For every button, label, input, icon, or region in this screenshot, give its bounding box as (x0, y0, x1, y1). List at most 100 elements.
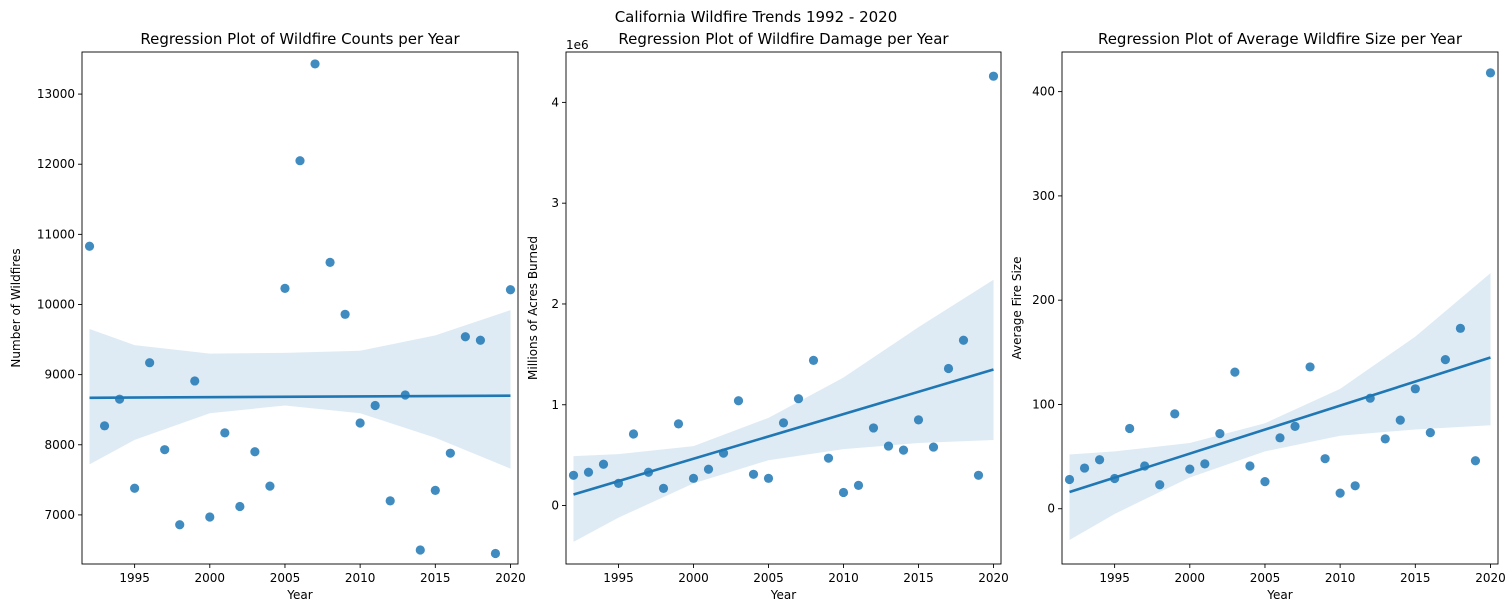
data-point (1320, 454, 1330, 464)
y-tick-label: 300 (1032, 189, 1055, 203)
x-tick-label: 2005 (270, 571, 301, 585)
axis-offset-label: 1e6 (566, 38, 589, 52)
data-point (1064, 474, 1075, 485)
data-point (280, 283, 290, 293)
data-point (913, 415, 924, 425)
data-point (883, 441, 894, 451)
y-tick-label: 13000 (37, 87, 75, 101)
data-point (748, 469, 759, 479)
data-point (145, 358, 155, 368)
data-point (1275, 433, 1285, 443)
y-tick-label: 8000 (44, 438, 75, 452)
x-tick-label: 2010 (828, 571, 859, 585)
data-point (355, 418, 365, 428)
data-point (1380, 434, 1390, 444)
data-point (114, 394, 125, 404)
data-point (583, 467, 594, 477)
data-point (898, 445, 909, 455)
data-point (763, 473, 774, 483)
y-tick-label: 2 (551, 297, 559, 311)
x-tick-label: 1995 (119, 571, 150, 585)
data-point (988, 71, 999, 81)
data-point (475, 335, 486, 345)
data-point (220, 428, 230, 438)
data-point (838, 487, 849, 498)
x-tick-label: 2020 (1475, 571, 1506, 585)
data-point (703, 464, 714, 474)
data-point (1425, 428, 1435, 438)
data-point (1335, 488, 1345, 498)
data-point (235, 501, 245, 512)
y-tick-label: 4 (551, 95, 559, 109)
data-point (490, 548, 501, 559)
x-tick-label: 2010 (345, 571, 376, 585)
data-point (1470, 456, 1481, 466)
axes-frame (1061, 51, 1499, 565)
x-tick-label: 2015 (420, 571, 451, 585)
data-point (1200, 459, 1210, 469)
data-point (1170, 409, 1180, 419)
data-point (445, 448, 455, 458)
data-point (688, 473, 699, 483)
data-point (370, 400, 380, 411)
panel-title: Regression Plot of Wildfire Counts per Y… (140, 30, 460, 48)
data-point (1185, 464, 1195, 474)
data-point (130, 483, 140, 493)
chart-panel-3: 1995 2000 2005 2010 2015 2020 0 100 200 300 400 Reg… (1010, 30, 1506, 602)
data-point (823, 453, 834, 463)
y-tick-label: 9000 (44, 368, 75, 382)
x-axis-label: Year (1266, 588, 1292, 602)
x-tick-label: 1995 (603, 571, 634, 585)
data-point (1230, 367, 1240, 377)
data-point (1350, 481, 1360, 491)
y-tick-label: 100 (1032, 397, 1055, 411)
panel-title: Regression Plot of Average Wildfire Size… (1098, 30, 1463, 48)
x-axis-label: Year (286, 588, 312, 602)
data-point (1290, 421, 1300, 431)
data-point (1260, 477, 1270, 487)
x-tick-label: 2000 (678, 571, 709, 585)
chart-panel-2: 1995 2000 2005 2010 2015 2020 0 1 2 3 4 Regression … (526, 30, 1009, 602)
confidence-band (573, 279, 994, 542)
x-tick-label: 2015 (903, 571, 934, 585)
data-point (1440, 355, 1450, 365)
data-point (928, 442, 939, 452)
chart-panel-1: 1995 2000 2005 2010 2015 2020 7000 8000 9000 1000… (9, 30, 526, 602)
data-point (1155, 480, 1165, 490)
data-point (943, 363, 954, 374)
regression-line (89, 394, 511, 400)
data-point (808, 355, 819, 366)
data-point (1485, 68, 1496, 78)
data-point (853, 480, 864, 490)
data-point (1245, 461, 1255, 471)
data-point (99, 421, 110, 431)
y-tick-label: 3 (551, 196, 559, 210)
x-tick-label: 2000 (195, 571, 226, 585)
x-tick-label: 2020 (495, 571, 526, 585)
y-tick-label: 200 (1032, 293, 1055, 307)
x-tick-label: 2000 (1175, 571, 1206, 585)
axes-frame (81, 51, 519, 565)
data-point (310, 59, 320, 69)
data-point (868, 423, 879, 433)
x-tick-label: 1995 (1099, 571, 1130, 585)
data-point (190, 376, 200, 386)
data-point (1125, 423, 1135, 434)
data-point (295, 156, 305, 166)
confidence-band (1069, 273, 1491, 541)
y-axis-label: Millions of Acres Burned (526, 236, 540, 380)
y-tick-label: 10000 (37, 297, 75, 311)
data-point (175, 520, 185, 530)
data-point (415, 545, 425, 555)
chart-panels: 1995 2000 2005 2010 2015 20207000800090001000… (9, 30, 1506, 602)
panel-title: Regression Plot of Wildfire Damage per Y… (618, 30, 949, 48)
y-axis-label: Average Fire Size (1010, 257, 1024, 360)
data-point (1455, 323, 1466, 333)
data-point (1305, 362, 1315, 372)
data-point (460, 332, 470, 342)
axes-frame (565, 51, 1002, 565)
data-point (673, 419, 684, 429)
figure-suptitle: California Wildfire Trends 1992 - 2020 (615, 8, 898, 26)
data-point (385, 496, 395, 506)
